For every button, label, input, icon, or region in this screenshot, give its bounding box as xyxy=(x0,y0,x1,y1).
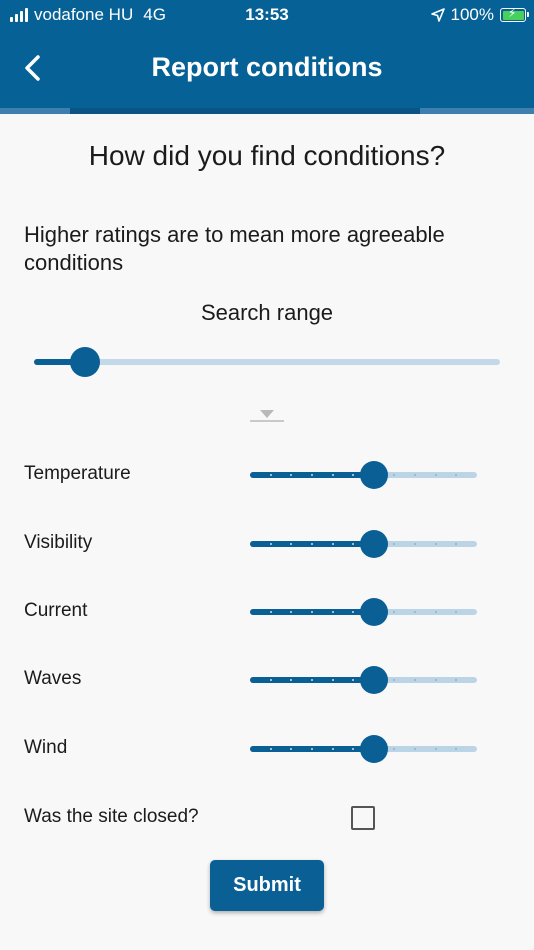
slider-tick xyxy=(393,543,396,545)
carrier-name: vodafone HU xyxy=(34,5,134,24)
slider-tick xyxy=(290,543,293,545)
status-bar: vodafone HU 4G 13:53 100% ⚡ xyxy=(0,0,534,32)
page-title: Report conditions xyxy=(151,52,383,82)
slider-tick xyxy=(269,611,272,613)
network-type: 4G xyxy=(143,5,166,24)
rating-slider-current[interactable] xyxy=(250,597,477,627)
rating-label-waves: Waves xyxy=(24,668,82,689)
search-range-thumb[interactable] xyxy=(70,347,101,377)
rating-slider-wind[interactable] xyxy=(250,734,477,764)
slider-tick xyxy=(310,611,313,613)
slider-thumb[interactable] xyxy=(359,735,388,763)
slider-tick xyxy=(352,611,355,613)
header-underline xyxy=(0,108,534,114)
battery-percent: 100% xyxy=(450,5,494,24)
question-heading: How did you find conditions? xyxy=(88,140,446,171)
slider-tick xyxy=(352,474,355,476)
slider-tick xyxy=(393,748,396,750)
slider-tick xyxy=(352,679,355,681)
slider-tick xyxy=(434,543,437,545)
slider-thumb[interactable] xyxy=(359,598,388,626)
slider-thumb[interactable] xyxy=(359,461,388,489)
search-range-slider[interactable] xyxy=(34,347,500,377)
slider-tick xyxy=(393,474,396,476)
rating-slider-waves[interactable] xyxy=(250,665,477,695)
slider-tick xyxy=(310,543,313,545)
slider-tick xyxy=(269,679,272,681)
status-right: 100% ⚡ xyxy=(430,5,529,25)
slider-tick xyxy=(455,474,458,476)
slider-tick xyxy=(290,474,293,476)
signal-icon xyxy=(10,8,28,22)
slider-tick xyxy=(455,748,458,750)
app-bar: vodafone HU 4G 13:53 100% ⚡ Report condi… xyxy=(0,0,534,108)
rating-slider-temperature[interactable] xyxy=(250,460,477,490)
slider-tick xyxy=(393,611,396,613)
submit-button[interactable]: Submit xyxy=(210,860,324,911)
slider-tick xyxy=(455,679,458,681)
slider-tick xyxy=(331,474,334,476)
slider-tick xyxy=(414,679,417,681)
search-range-label: Search range xyxy=(200,300,334,325)
site-closed-checkbox[interactable] xyxy=(351,806,375,830)
slider-tick xyxy=(331,611,334,613)
slider-tick xyxy=(434,611,437,613)
slider-tick xyxy=(434,474,437,476)
battery-icon: ⚡ xyxy=(500,6,529,22)
slider-tick xyxy=(331,679,334,681)
slider-tick xyxy=(310,679,313,681)
slider-tick xyxy=(269,748,272,750)
slider-tick xyxy=(290,748,293,750)
slider-thumb[interactable] xyxy=(359,666,388,694)
site-closed-label: Was the site closed? xyxy=(24,806,199,827)
search-range-fill xyxy=(34,359,86,365)
rating-label-wind: Wind xyxy=(24,737,68,758)
slider-tick xyxy=(310,474,313,476)
slider-tick xyxy=(414,543,417,545)
slider-tick xyxy=(352,748,355,750)
back-arrow-icon[interactable] xyxy=(22,54,44,82)
header-indicator xyxy=(70,108,420,114)
slider-tick xyxy=(331,748,334,750)
rating-label-current: Current xyxy=(24,600,88,621)
chevron-down-icon xyxy=(260,410,274,418)
expand-toggle[interactable] xyxy=(250,408,284,422)
rating-label-temperature: Temperature xyxy=(24,463,131,484)
slider-tick xyxy=(455,611,458,613)
rating-label-visibility: Visibility xyxy=(24,532,93,553)
slider-tick xyxy=(414,748,417,750)
slider-tick xyxy=(269,543,272,545)
slider-tick xyxy=(414,474,417,476)
status-left: vodafone HU 4G xyxy=(10,5,166,25)
slider-tick xyxy=(455,543,458,545)
location-arrow-icon xyxy=(430,8,445,22)
slider-tick xyxy=(352,543,355,545)
slider-tick xyxy=(331,543,334,545)
slider-tick xyxy=(290,679,293,681)
slider-tick xyxy=(414,611,417,613)
rating-slider-visibility[interactable] xyxy=(250,529,477,559)
slider-tick xyxy=(269,474,272,476)
slider-tick xyxy=(290,611,293,613)
slider-tick xyxy=(393,679,396,681)
rating-hint: Higher ratings are to mean more agreeabl… xyxy=(24,222,445,275)
slider-thumb[interactable] xyxy=(359,530,388,558)
status-time: 13:53 xyxy=(245,5,289,24)
slider-tick xyxy=(310,748,313,750)
slider-tick xyxy=(434,679,437,681)
slider-tick xyxy=(434,748,437,750)
